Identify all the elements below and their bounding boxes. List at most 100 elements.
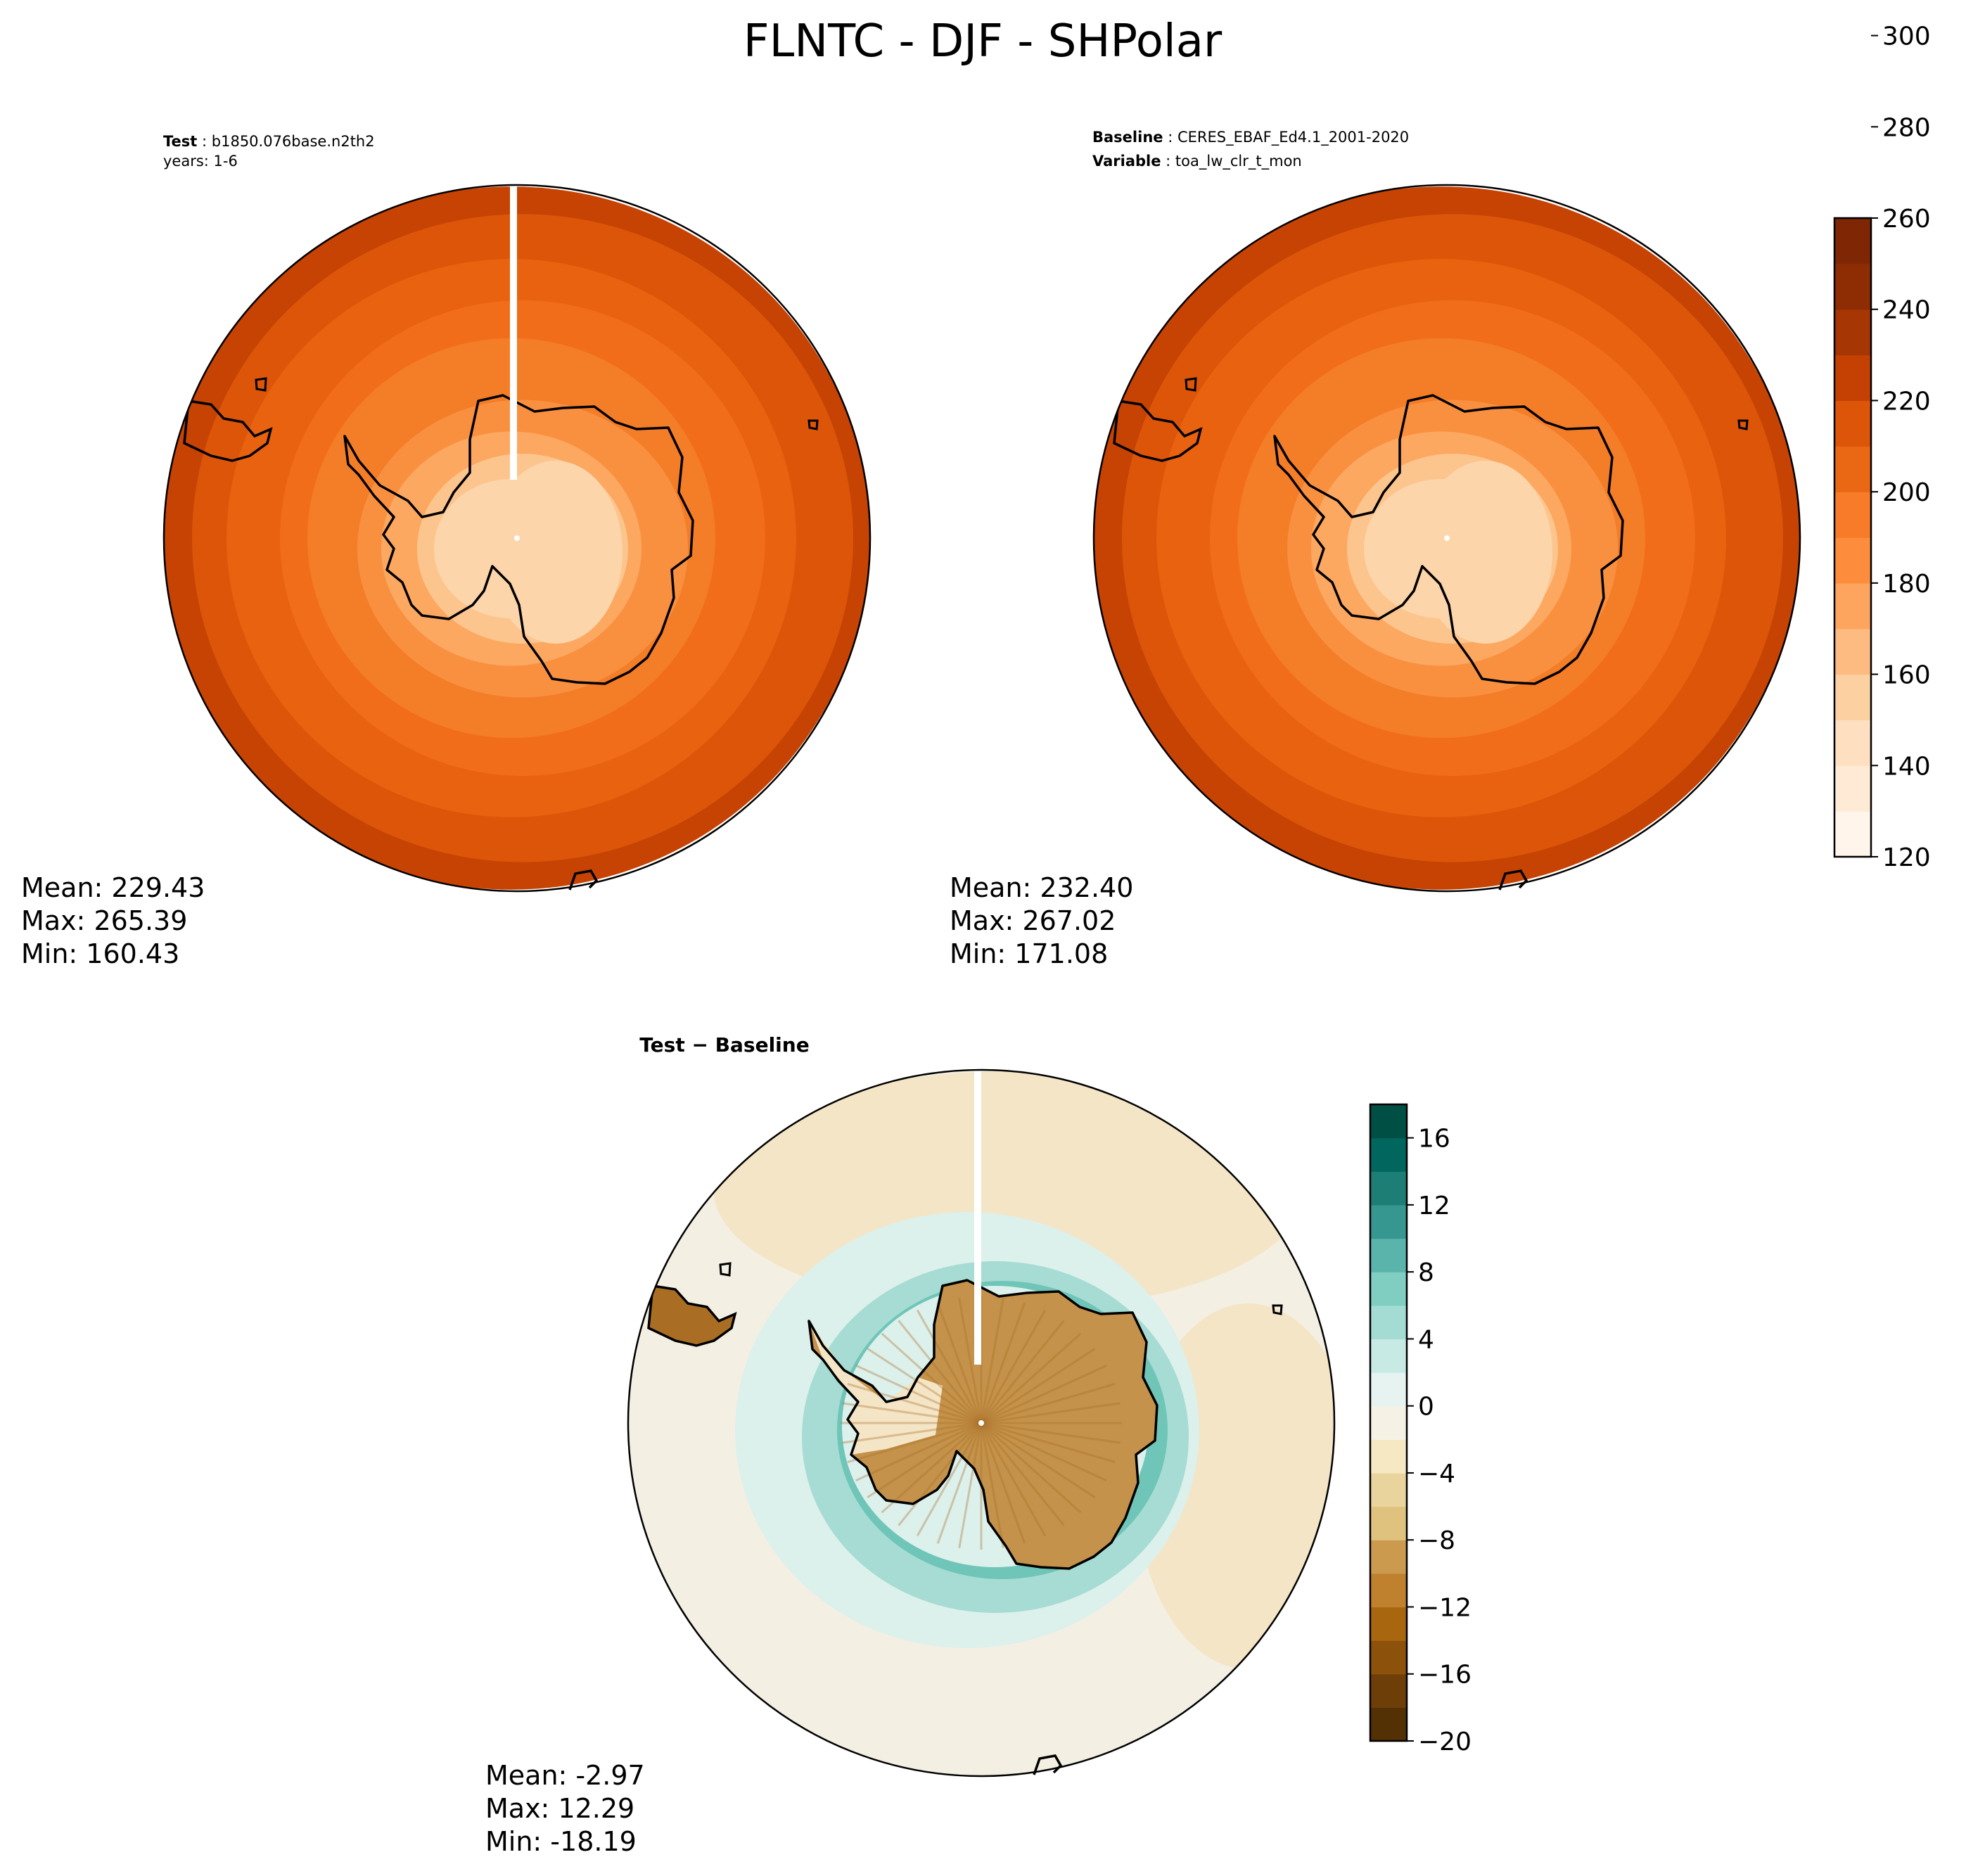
test-max: Max: 265.39: [21, 905, 187, 936]
diff-min: Min: -18.19: [485, 1826, 637, 1857]
diff-continent-streak: [898, 1320, 983, 1424]
diff-continent-streak: [847, 1382, 982, 1424]
diff-colorbar-color-segment: [1370, 1272, 1407, 1306]
diff-continent-streak: [916, 1422, 983, 1537]
antarctica-coastline: [343, 394, 694, 685]
test-years-label: years: 1-6: [163, 153, 238, 170]
diff-colorbar-tick-label: 0: [1418, 1393, 1434, 1422]
main-colorbar-tick-label: 280: [1882, 113, 1931, 142]
diff-colorbar-tick-label: 16: [1418, 1125, 1450, 1154]
diff-colorbar-color-segment: [1370, 1439, 1407, 1474]
diff-colorbar-color-segment: [1370, 1137, 1407, 1172]
diff-continent-streak: [842, 1422, 982, 1444]
baseline-polar-map: [1092, 184, 1801, 893]
test-polar-map: [162, 184, 872, 893]
missing-longitude-strip: [510, 184, 517, 480]
diff-continent-streak: [842, 1402, 982, 1424]
diff-colorbar-tick-label: −16: [1418, 1661, 1472, 1690]
diff-continent-streak: [847, 1422, 982, 1464]
diff-continent-streak: [867, 1347, 982, 1424]
diff-continent-streak: [981, 1422, 1116, 1464]
diff-max: Max: 12.29: [485, 1793, 634, 1824]
main-colorbar-frame: [1833, 217, 1872, 858]
diff-continent-streak: [980, 1297, 1004, 1424]
main-colorbar-color-segment: [1834, 355, 1871, 402]
diff-colorbar-color-segment: [1370, 1573, 1407, 1608]
falkland-islands: [255, 377, 267, 392]
antarctica-coastline: [1273, 394, 1624, 685]
diff-continent-streak: [980, 1302, 1026, 1424]
diff-colorbar-color-segment: [1370, 1305, 1407, 1340]
diff-colorbar-color-segment: [1370, 1104, 1407, 1139]
diff-south-america-fill: [649, 1286, 735, 1346]
figure-title: FLNTC - DJF - SHPolar: [743, 15, 1223, 68]
test-mean: Mean: 229.43: [21, 872, 205, 903]
main-colorbar-tick-label: 300: [1882, 23, 1931, 51]
baseline-min: Min: 171.08: [950, 938, 1108, 969]
diff-continent-streak: [980, 1422, 1004, 1549]
diff-continent-streak: [981, 1382, 1116, 1424]
diff-continent-streak: [898, 1422, 983, 1526]
main-colorbar-color-segment: [1834, 309, 1871, 356]
map-boundary: [1092, 184, 1801, 893]
antarctica-coastline: [808, 1279, 1158, 1570]
kerguelen-island: [1737, 419, 1749, 430]
falkland-islands: [719, 1262, 732, 1277]
map-boundary: [627, 1068, 1336, 1778]
main-colorbar-tick-label: 160: [1882, 661, 1931, 690]
main-colorbar-color-segment: [1834, 218, 1871, 264]
diff-continent-streak: [981, 1347, 1096, 1424]
main-colorbar-color-segment: [1834, 263, 1871, 310]
baseline-plateau-band: [1419, 461, 1552, 644]
main-colorbar-color-segment: [1834, 765, 1871, 812]
diff-mean: Mean: -2.97: [485, 1760, 645, 1791]
diff-continent-streak: [916, 1309, 983, 1424]
main-colorbar-tick-label: 140: [1882, 752, 1931, 781]
diff-stats: Mean: -2.97 Max: 12.29 Min: -18.19: [485, 1760, 645, 1857]
diff-continent-streak: [980, 1422, 1082, 1514]
diff-colorbar-tick-label: 4: [1418, 1325, 1434, 1354]
diff-colorbar-tick-label: −20: [1418, 1728, 1472, 1756]
baseline-max: Max: 267.02: [950, 905, 1116, 936]
diff-colorbar-frame: [1369, 1103, 1408, 1742]
main-colorbar-tick-label: 200: [1882, 478, 1931, 507]
diff-continent-streak: [980, 1320, 1065, 1424]
main-colorbar-color-segment: [1834, 582, 1871, 630]
diff-continent-streak: [980, 1422, 1026, 1544]
south-america-tip: [647, 1284, 737, 1347]
pole-marker: [1444, 535, 1450, 541]
test-min: Min: 160.43: [21, 938, 179, 969]
main-colorbar-color-segment: [1834, 628, 1871, 675]
main-colorbar-tick-label: 120: [1882, 843, 1931, 872]
diff-continent-streak: [936, 1302, 983, 1424]
baseline-stats: Mean: 232.40 Max: 267.02 Min: 171.08: [950, 872, 1133, 969]
test-label: Test : b1850.076base.n2th2: [163, 133, 375, 150]
diff-continent-streak: [958, 1422, 983, 1549]
diff-panel: Test − Baseline Mean: -2.97 Max: 12.29 M…: [485, 1033, 1336, 1857]
south-america-tip: [1113, 399, 1203, 462]
main-colorbar-color-segment: [1834, 400, 1871, 447]
diff-colorbar-color-segment: [1370, 1339, 1407, 1373]
diff-colorbar-color-segment: [1370, 1238, 1407, 1272]
diff-colorbar-color-segment: [1370, 1673, 1407, 1708]
diff-continent-streak: [855, 1422, 982, 1482]
missing-longitude-strip: [974, 1069, 981, 1365]
diff-colorbar-tick-label: −4: [1418, 1460, 1455, 1488]
main-colorbar-color-segment: [1834, 811, 1871, 857]
diff-continent-streak: [981, 1422, 1107, 1482]
diff-continent-streak: [958, 1297, 983, 1424]
diff-peninsula-fill: [809, 1321, 943, 1455]
main-colorbar-tick-label: 180: [1882, 570, 1931, 599]
diff-colorbar-tick-label: −12: [1418, 1593, 1472, 1622]
diff-continent-streak: [980, 1422, 1047, 1537]
baseline-mean: Mean: 232.40: [950, 872, 1133, 903]
south-america-tip: [183, 399, 273, 462]
diff-colorbar-color-segment: [1370, 1506, 1407, 1540]
diff-continent-streak: [981, 1402, 1121, 1424]
baseline-label: Baseline : CERES_EBAF_Ed4.1_2001-2020: [1092, 129, 1409, 146]
diff-colorbar-color-segment: [1370, 1405, 1407, 1440]
diff-colorbar: −20 −16 −12 −8 −4 0 4 8 12 16: [1369, 1103, 1472, 1756]
diff-continent-streak: [881, 1332, 983, 1424]
kerguelen-island: [1272, 1304, 1283, 1315]
